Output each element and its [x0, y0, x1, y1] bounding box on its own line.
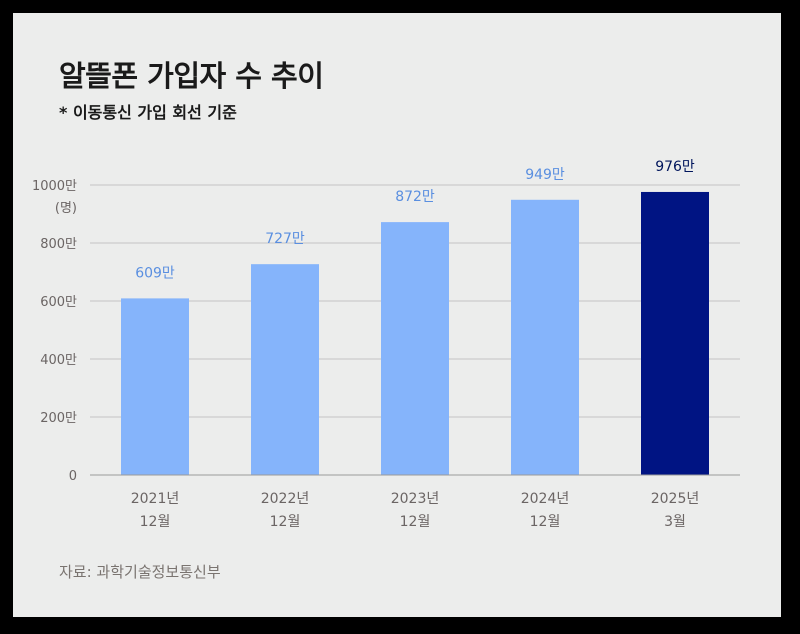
y-tick-label: 1000만	[32, 179, 77, 194]
bar	[381, 222, 449, 475]
y-tick-label: 600만	[40, 295, 77, 310]
x-tick-label: 3월	[664, 514, 686, 530]
bar	[251, 264, 319, 475]
y-tick-label: 400만	[40, 353, 77, 368]
bar	[121, 298, 189, 475]
data-label: 976만	[655, 159, 695, 175]
y-axis-unit: (명)	[55, 201, 77, 216]
bar	[511, 199, 579, 476]
chart-subtitle: * 이동통신 가입 회선 기준	[59, 103, 237, 122]
bar-chart: 0 200만 400만 600만 800만 1000만 (명) 609만 2021년 12월 727…	[32, 159, 740, 530]
x-tick-label: 2021년	[131, 491, 180, 507]
bar	[641, 191, 709, 475]
data-label: 727만	[265, 231, 305, 247]
x-tick-label: 2025년	[651, 491, 700, 507]
chart-title: 알뜰폰 가입자 수 추이	[59, 59, 324, 93]
y-tick-label: 800만	[40, 237, 77, 252]
data-label: 872만	[395, 189, 435, 205]
x-tick-label: 2022년	[261, 491, 310, 507]
x-tick-label: 12월	[530, 514, 561, 530]
x-tick-label: 2024년	[521, 491, 570, 507]
source-note: 자료: 과학기술정보통신부	[59, 563, 221, 581]
y-tick-label: 0	[69, 469, 77, 484]
x-tick-label: 12월	[140, 514, 171, 530]
y-tick-label: 200만	[40, 411, 77, 426]
chart-card: 알뜰폰 가입자 수 추이 * 이동통신 가입 회선 기준 0 200만 400만 60…	[13, 13, 781, 617]
x-tick-label: 12월	[400, 514, 431, 530]
x-tick-label: 2023년	[391, 491, 440, 507]
x-tick-label: 12월	[270, 514, 301, 530]
data-label: 609만	[135, 265, 175, 281]
data-label: 949만	[525, 167, 565, 183]
